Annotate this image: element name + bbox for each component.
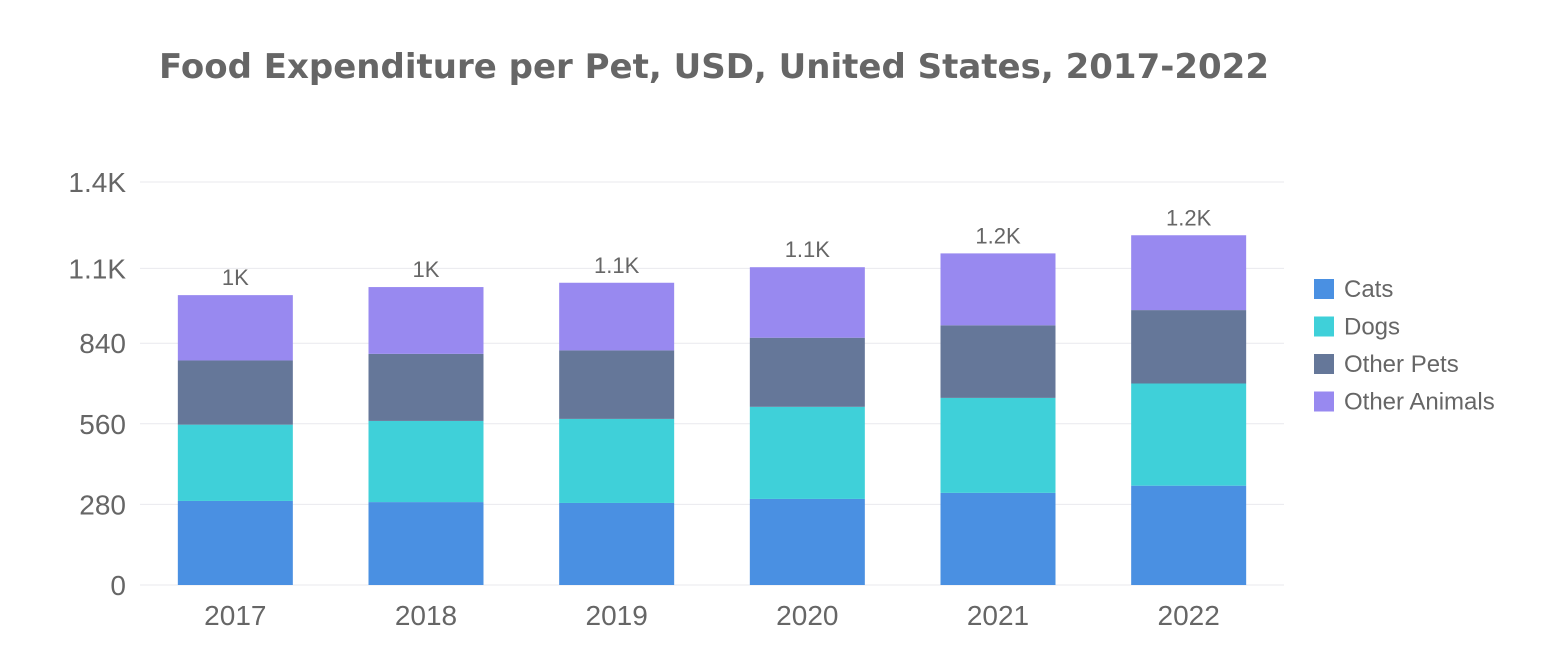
bar-segment — [177, 424, 293, 501]
x-tick-label: 2017 — [204, 600, 266, 631]
y-tick-label: 280 — [79, 489, 126, 520]
legend-label: Other Animals — [1344, 389, 1495, 416]
y-tick-label: 560 — [79, 409, 126, 440]
x-tick-label: 2018 — [395, 600, 457, 631]
bars — [177, 235, 1247, 585]
x-tick-label: 2020 — [776, 600, 838, 631]
bar-segment — [940, 397, 1056, 493]
legend-swatch — [1314, 279, 1334, 299]
bar-segment — [1131, 383, 1247, 486]
bar-total-label: 1.1K — [785, 237, 831, 262]
bar-segment — [368, 502, 484, 585]
bar-segment — [177, 295, 293, 361]
x-axis: 2017 2018 2019 2020 2021 2022 — [204, 600, 1220, 631]
legend-swatch — [1314, 316, 1334, 337]
legend-swatch — [1314, 391, 1334, 412]
x-tick-label: 2022 — [1158, 600, 1220, 631]
y-tick-label: 1.1K — [68, 253, 126, 284]
bar-segment — [559, 282, 675, 351]
bar-total-label: 1K — [413, 257, 440, 282]
legend-label: Cats — [1344, 276, 1393, 303]
bar-segment — [940, 325, 1056, 398]
x-tick-label: 2021 — [967, 600, 1029, 631]
bar-segment — [368, 287, 484, 354]
bar-segment — [1131, 310, 1247, 384]
bar-segment — [749, 406, 865, 499]
bar-segment — [177, 500, 293, 585]
legend-label: Other Pets — [1344, 351, 1459, 378]
bar-segment — [749, 498, 865, 585]
bar-segment — [368, 353, 484, 421]
bar-segment — [940, 253, 1056, 326]
bar-segment — [177, 360, 293, 425]
legend: Cats Dogs Other Pets Other Animals — [1314, 276, 1495, 416]
bar-segment — [1131, 485, 1247, 585]
bar-total-label: 1.1K — [594, 253, 640, 278]
bar-segment — [749, 267, 865, 338]
chart-title: Food Expenditure per Pet, USD, United St… — [159, 47, 1269, 87]
bar-total-label: 1K — [222, 265, 249, 290]
y-axis: 0 280 560 840 1.1K 1.4K — [68, 167, 126, 601]
legend-label: Dogs — [1344, 314, 1400, 341]
legend-swatch — [1314, 354, 1334, 374]
bar-segment — [1131, 235, 1247, 311]
bar-segment — [368, 420, 484, 503]
y-tick-label: 0 — [110, 570, 126, 601]
bar-segment — [940, 492, 1056, 585]
bar-segment — [559, 350, 675, 419]
bar-segment — [559, 418, 675, 503]
gridlines — [140, 181, 1284, 586]
bar-total-labels: 1K 1K 1.1K 1.1K 1.2K 1.2K — [222, 205, 1212, 290]
x-tick-label: 2019 — [586, 600, 648, 631]
bar-total-label: 1.2K — [975, 223, 1021, 248]
y-tick-label: 840 — [79, 328, 126, 359]
bar-segment — [749, 337, 865, 407]
bar-total-label: 1.2K — [1166, 205, 1212, 230]
bar-segment — [559, 502, 675, 585]
y-tick-label: 1.4K — [68, 167, 126, 198]
